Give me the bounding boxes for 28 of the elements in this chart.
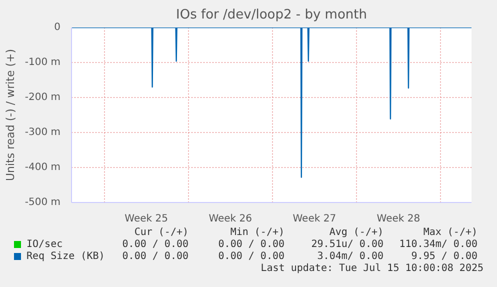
- text: 29.51u/ 0.00: [311, 239, 384, 250]
- line-series: [72, 28, 472, 178]
- legend-label: IO/sec: [26, 239, 63, 250]
- x-tick-label: Week 26: [208, 214, 252, 224]
- text: 0.00 / 0.00: [122, 239, 189, 250]
- y-tick-label: -500 m: [24, 197, 61, 208]
- text: 0.00 / 0.00: [218, 251, 285, 262]
- x-tick-label: Week 27: [292, 214, 336, 224]
- text: 110.34m/ 0.00: [399, 239, 478, 250]
- text: Min (-/+): [230, 227, 285, 238]
- y-tick-label: -400 m: [24, 162, 61, 173]
- text: 3.04m/ 0.00: [317, 251, 384, 262]
- text: 0.00 / 0.00: [218, 239, 285, 250]
- y-tick-label: -300 m: [24, 127, 61, 138]
- text: Cur (-/+): [134, 227, 189, 238]
- chart-title: IOs for /dev/loop2 - by month: [176, 8, 367, 22]
- text: Max (-/+): [423, 227, 478, 238]
- text: 9.95 / 0.00: [411, 251, 478, 262]
- x-tick-label: Week 28: [376, 214, 420, 224]
- legend-label: Req Size (KB): [26, 251, 105, 262]
- text: 0.00 / 0.00: [122, 251, 189, 262]
- y-tick-label: -200 m: [24, 92, 61, 103]
- text: Last update: Tue Jul 15 10:00:08 2025: [260, 263, 484, 274]
- y-tick-label: 0: [54, 22, 61, 33]
- x-tick-label: Week 25: [124, 214, 168, 224]
- text: Avg (-/+): [329, 227, 384, 238]
- y-axis-title: Units read (-) / write (+): [4, 48, 17, 182]
- y-tick-label: -100 m: [24, 57, 61, 68]
